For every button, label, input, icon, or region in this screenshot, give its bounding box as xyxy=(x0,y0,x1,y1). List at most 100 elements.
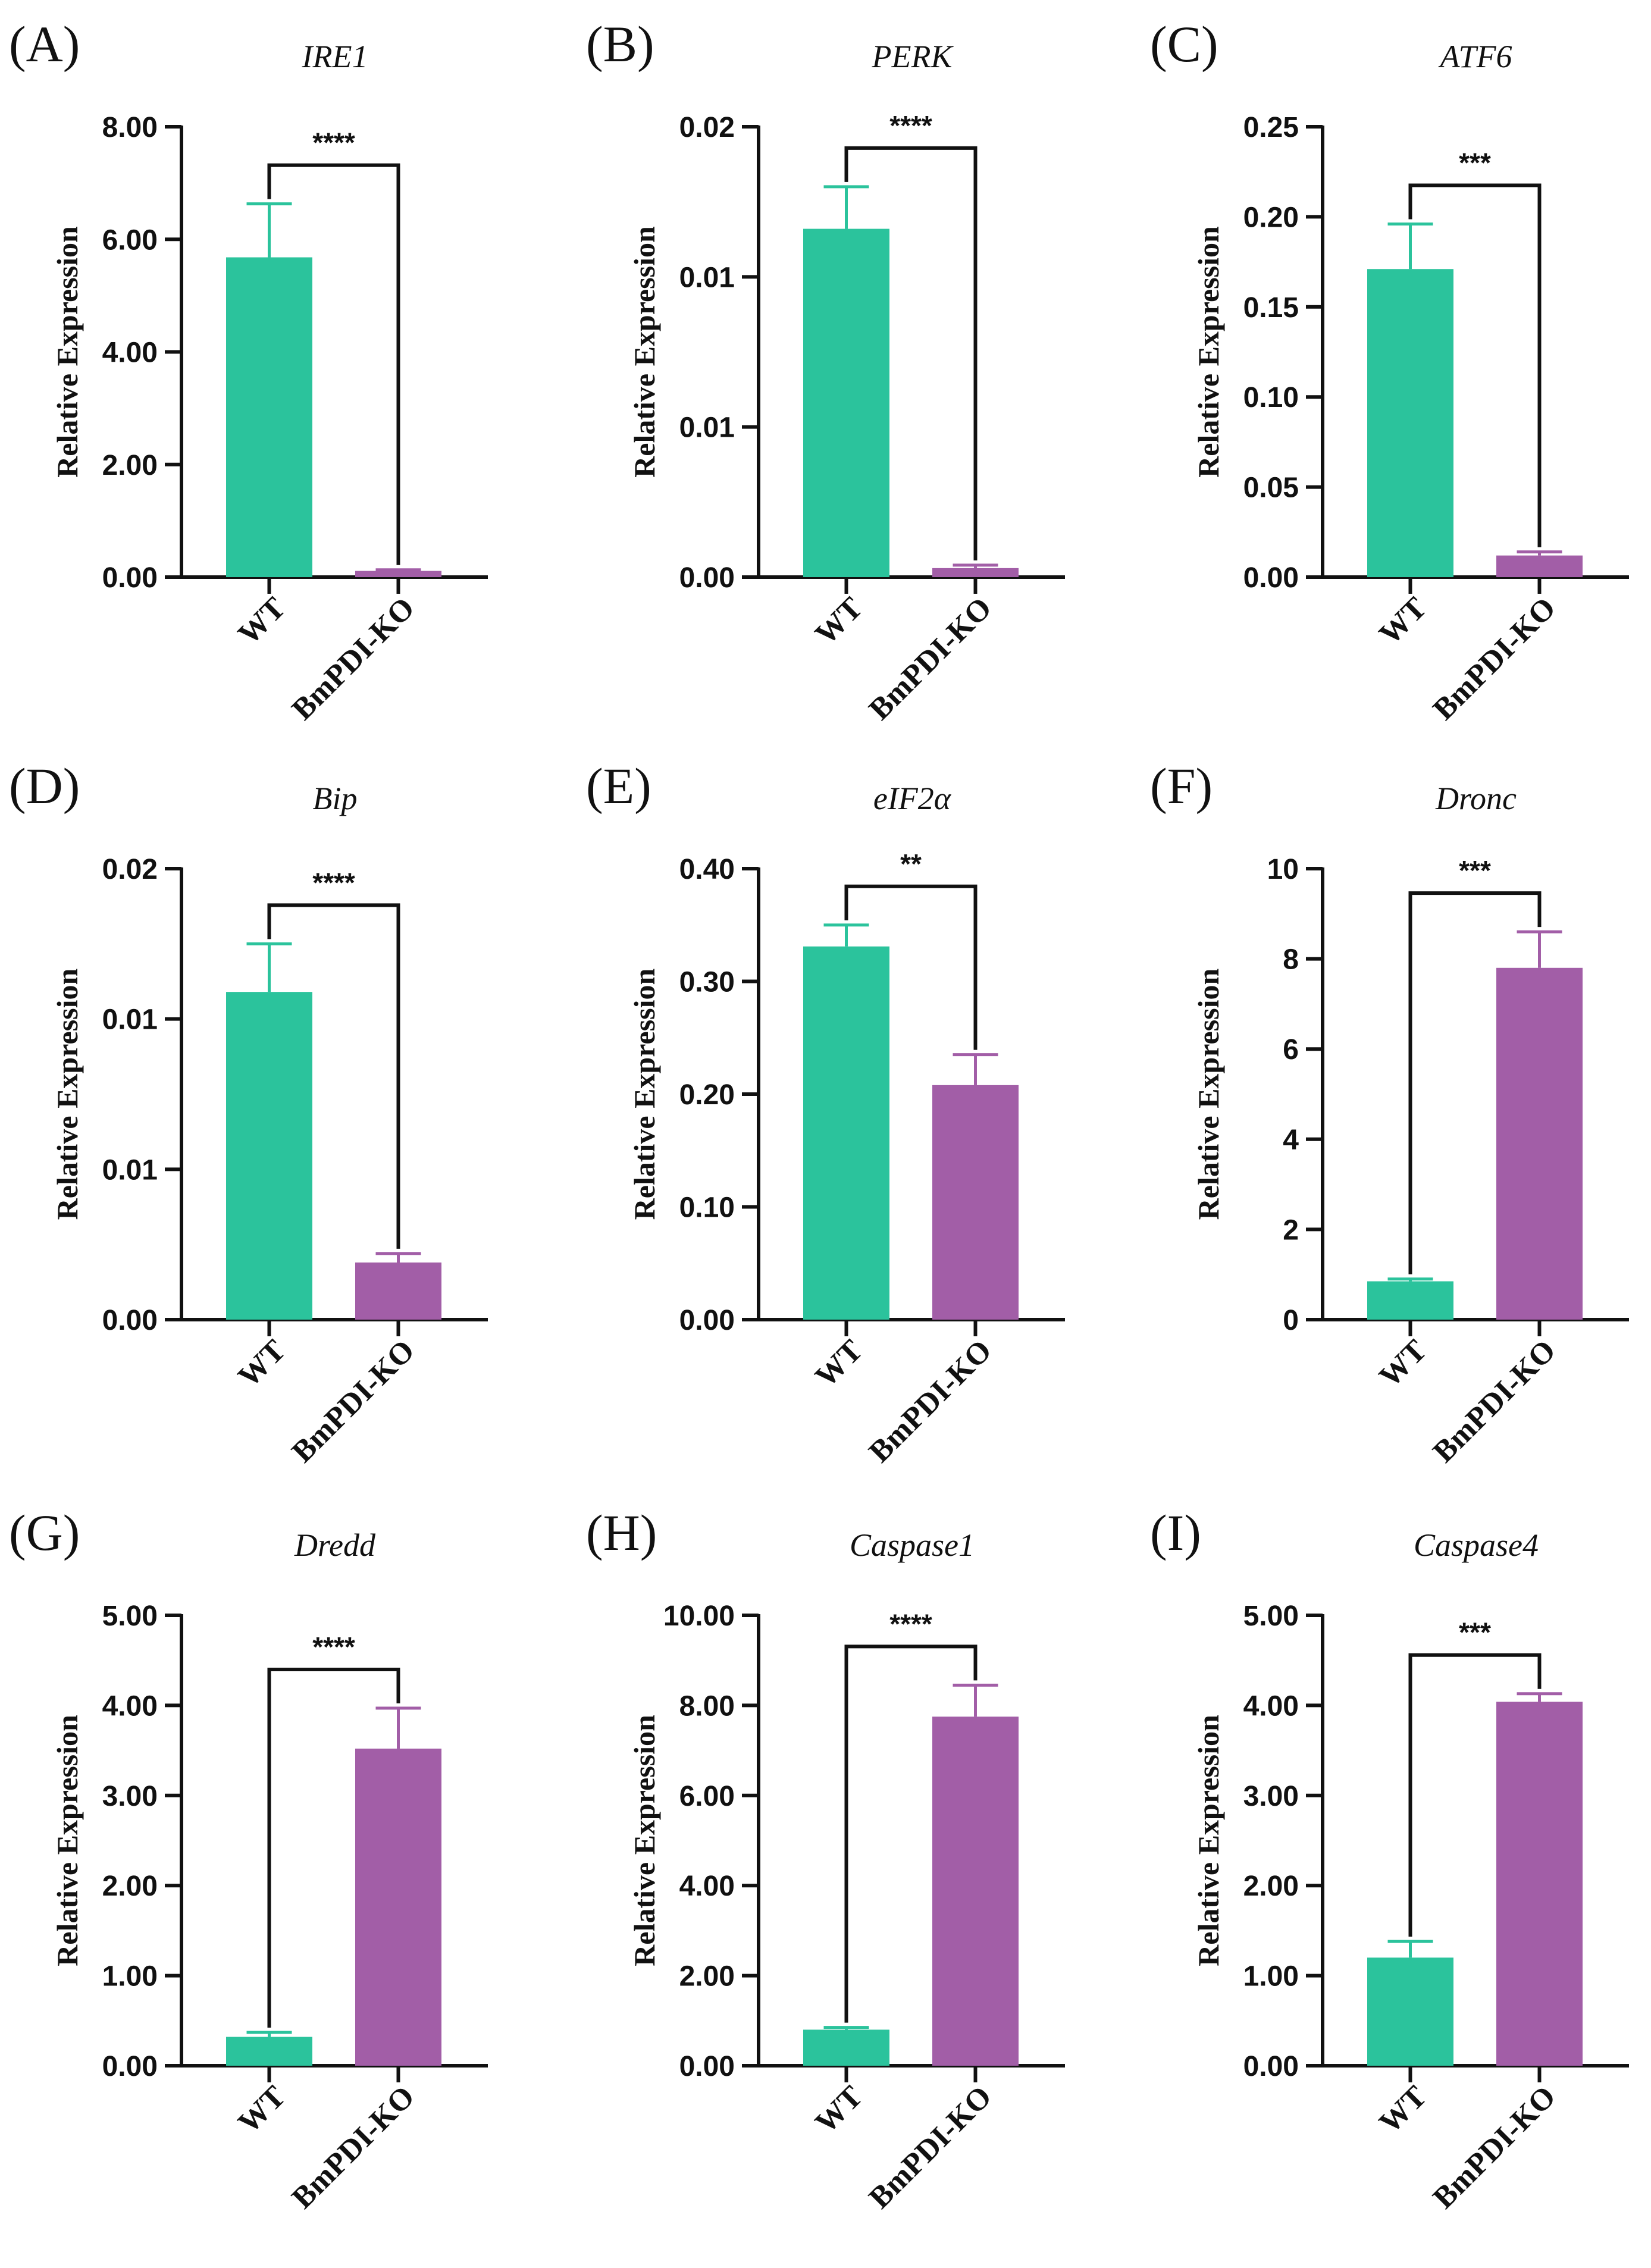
y-tick-label: 0.10 xyxy=(1243,382,1299,413)
panel-label: (F) xyxy=(1150,757,1213,815)
y-tick-label: 3.00 xyxy=(1243,1781,1299,1812)
y-tick-label: 0 xyxy=(1283,1305,1299,1336)
significance-label: **** xyxy=(889,1608,932,1639)
bar-ko xyxy=(1496,1702,1583,2066)
y-tick-label: 5.00 xyxy=(102,1600,158,1632)
chart-title: IRE1 xyxy=(302,39,368,74)
y-axis-label: Relative Expression xyxy=(1192,968,1225,1220)
y-tick-label: 0.00 xyxy=(679,1305,735,1336)
significance-label: **** xyxy=(312,867,355,898)
y-tick-label: 2 xyxy=(1283,1214,1299,1246)
x-tick-label: WT xyxy=(809,1333,869,1394)
y-tick-label: 2.00 xyxy=(102,1871,158,1902)
x-tick-label: WT xyxy=(809,2079,869,2140)
y-tick-label: 0.20 xyxy=(1243,202,1299,233)
bar-ko xyxy=(1496,555,1583,577)
significance-label: ** xyxy=(900,848,922,879)
y-tick-label: 6 xyxy=(1283,1034,1299,1066)
chart-title: Caspase1 xyxy=(850,1527,975,1563)
chart-panel: (E) eIF2α Relative Expression 0.00 0.10 0.20 0… xyxy=(586,757,1065,1469)
y-tick-label: 8 xyxy=(1283,944,1299,976)
y-tick-label: 4.00 xyxy=(102,1690,158,1722)
significance-bracket xyxy=(1408,1653,1542,1937)
bar-ko xyxy=(932,1085,1019,1320)
bar-wt xyxy=(226,257,312,577)
y-tick-label: 10 xyxy=(1267,854,1299,885)
y-axis-label: Relative Expression xyxy=(51,968,84,1220)
panel-label: (I) xyxy=(1150,1504,1201,1561)
bar-wt xyxy=(803,946,889,1320)
y-tick-label: 0.00 xyxy=(679,562,735,594)
significance-label: *** xyxy=(1459,1617,1491,1648)
y-tick-label: 0.00 xyxy=(1243,562,1299,594)
x-tick-label: BmPDI-KO xyxy=(286,591,421,726)
y-tick-label: 0.00 xyxy=(102,1305,158,1336)
significance-bracket xyxy=(844,146,978,560)
bar-wt xyxy=(226,2037,312,2066)
panel-label: (C) xyxy=(1150,15,1218,73)
y-axis-label: Relative Expression xyxy=(628,1715,661,1966)
y-tick-label: 4 xyxy=(1283,1124,1299,1156)
y-tick-label: 0.01 xyxy=(102,1154,158,1186)
x-tick-label: WT xyxy=(809,591,869,651)
chart-title: PERK xyxy=(872,39,954,74)
bar-wt xyxy=(1367,269,1453,577)
x-tick-label: BmPDI-KO xyxy=(1427,2079,1562,2215)
y-tick-label: 4.00 xyxy=(1243,1690,1299,1722)
bar-ko xyxy=(1496,967,1583,1320)
y-tick-label: 2.00 xyxy=(1243,1871,1299,1902)
chart-panel: (B) PERK Relative Expression 0.00 0.01 0.01 0.… xyxy=(586,15,1065,726)
panel-label: (A) xyxy=(9,15,80,73)
y-tick-label: 0.20 xyxy=(679,1079,735,1111)
y-tick-label: 0.01 xyxy=(679,262,735,293)
y-tick-label: 0.00 xyxy=(102,2051,158,2082)
x-tick-label: WT xyxy=(1373,2079,1433,2140)
y-tick-label: 0.25 xyxy=(1243,112,1299,143)
y-axis-label: Relative Expression xyxy=(628,226,661,478)
y-axis-label: Relative Expression xyxy=(51,1715,84,1966)
y-tick-label: 0.02 xyxy=(679,112,735,143)
x-tick-label: BmPDI-KO xyxy=(863,2079,998,2215)
significance-bracket xyxy=(267,163,400,565)
chart-title: eIF2α xyxy=(873,781,952,816)
chart-panel: (F) Dronc Relative Expression 0 2 4 6 8 10 WTBmPD… xyxy=(1150,757,1629,1469)
bar-wt xyxy=(803,228,889,577)
significance-label: *** xyxy=(1459,148,1491,178)
panel-label: (E) xyxy=(586,757,651,815)
chart-title: Dronc xyxy=(1435,781,1517,816)
significance-label: **** xyxy=(889,110,932,141)
y-tick-label: 3.00 xyxy=(102,1781,158,1812)
bar-wt xyxy=(1367,1281,1453,1320)
x-tick-label: WT xyxy=(1373,1333,1433,1394)
chart-title: Dredd xyxy=(294,1527,376,1563)
y-tick-label: 10.00 xyxy=(663,1600,735,1632)
significance-bracket xyxy=(267,1667,400,2028)
x-tick-label: BmPDI-KO xyxy=(1427,1333,1562,1469)
y-tick-label: 0.00 xyxy=(1243,2051,1299,2082)
bar-wt xyxy=(226,992,312,1320)
y-tick-label: 6.00 xyxy=(102,224,158,256)
y-tick-label: 0.00 xyxy=(679,2051,735,2082)
bar-wt xyxy=(1367,1957,1453,2066)
significance-label: **** xyxy=(312,127,355,158)
y-tick-label: 4.00 xyxy=(679,1871,735,1902)
chart-panel: (H) Caspase1 Relative Expression 0.00 2.00 4.… xyxy=(586,1504,1065,2215)
chart-panel: (D) Bip Relative Expression 0.00 0.01 0.01 0.0… xyxy=(9,757,488,1469)
x-tick-label: BmPDI-KO xyxy=(863,591,998,726)
bar-ko xyxy=(932,568,1019,577)
significance-label: *** xyxy=(1459,855,1491,886)
x-tick-label: BmPDI-KO xyxy=(286,2079,421,2215)
panel-label: (B) xyxy=(586,15,654,73)
significance-bracket xyxy=(267,903,400,1249)
y-tick-label: 1.00 xyxy=(102,1961,158,1993)
panel-label: (D) xyxy=(9,757,80,815)
significance-bracket xyxy=(844,1644,978,2023)
y-tick-label: 0.02 xyxy=(102,854,158,885)
bar-wt xyxy=(803,2029,889,2066)
significance-bracket xyxy=(844,884,978,1050)
y-tick-label: 6.00 xyxy=(679,1781,735,1812)
x-tick-label: WT xyxy=(231,1333,292,1394)
y-axis-label: Relative Expression xyxy=(51,226,84,478)
y-axis-label: Relative Expression xyxy=(1192,1715,1225,1966)
